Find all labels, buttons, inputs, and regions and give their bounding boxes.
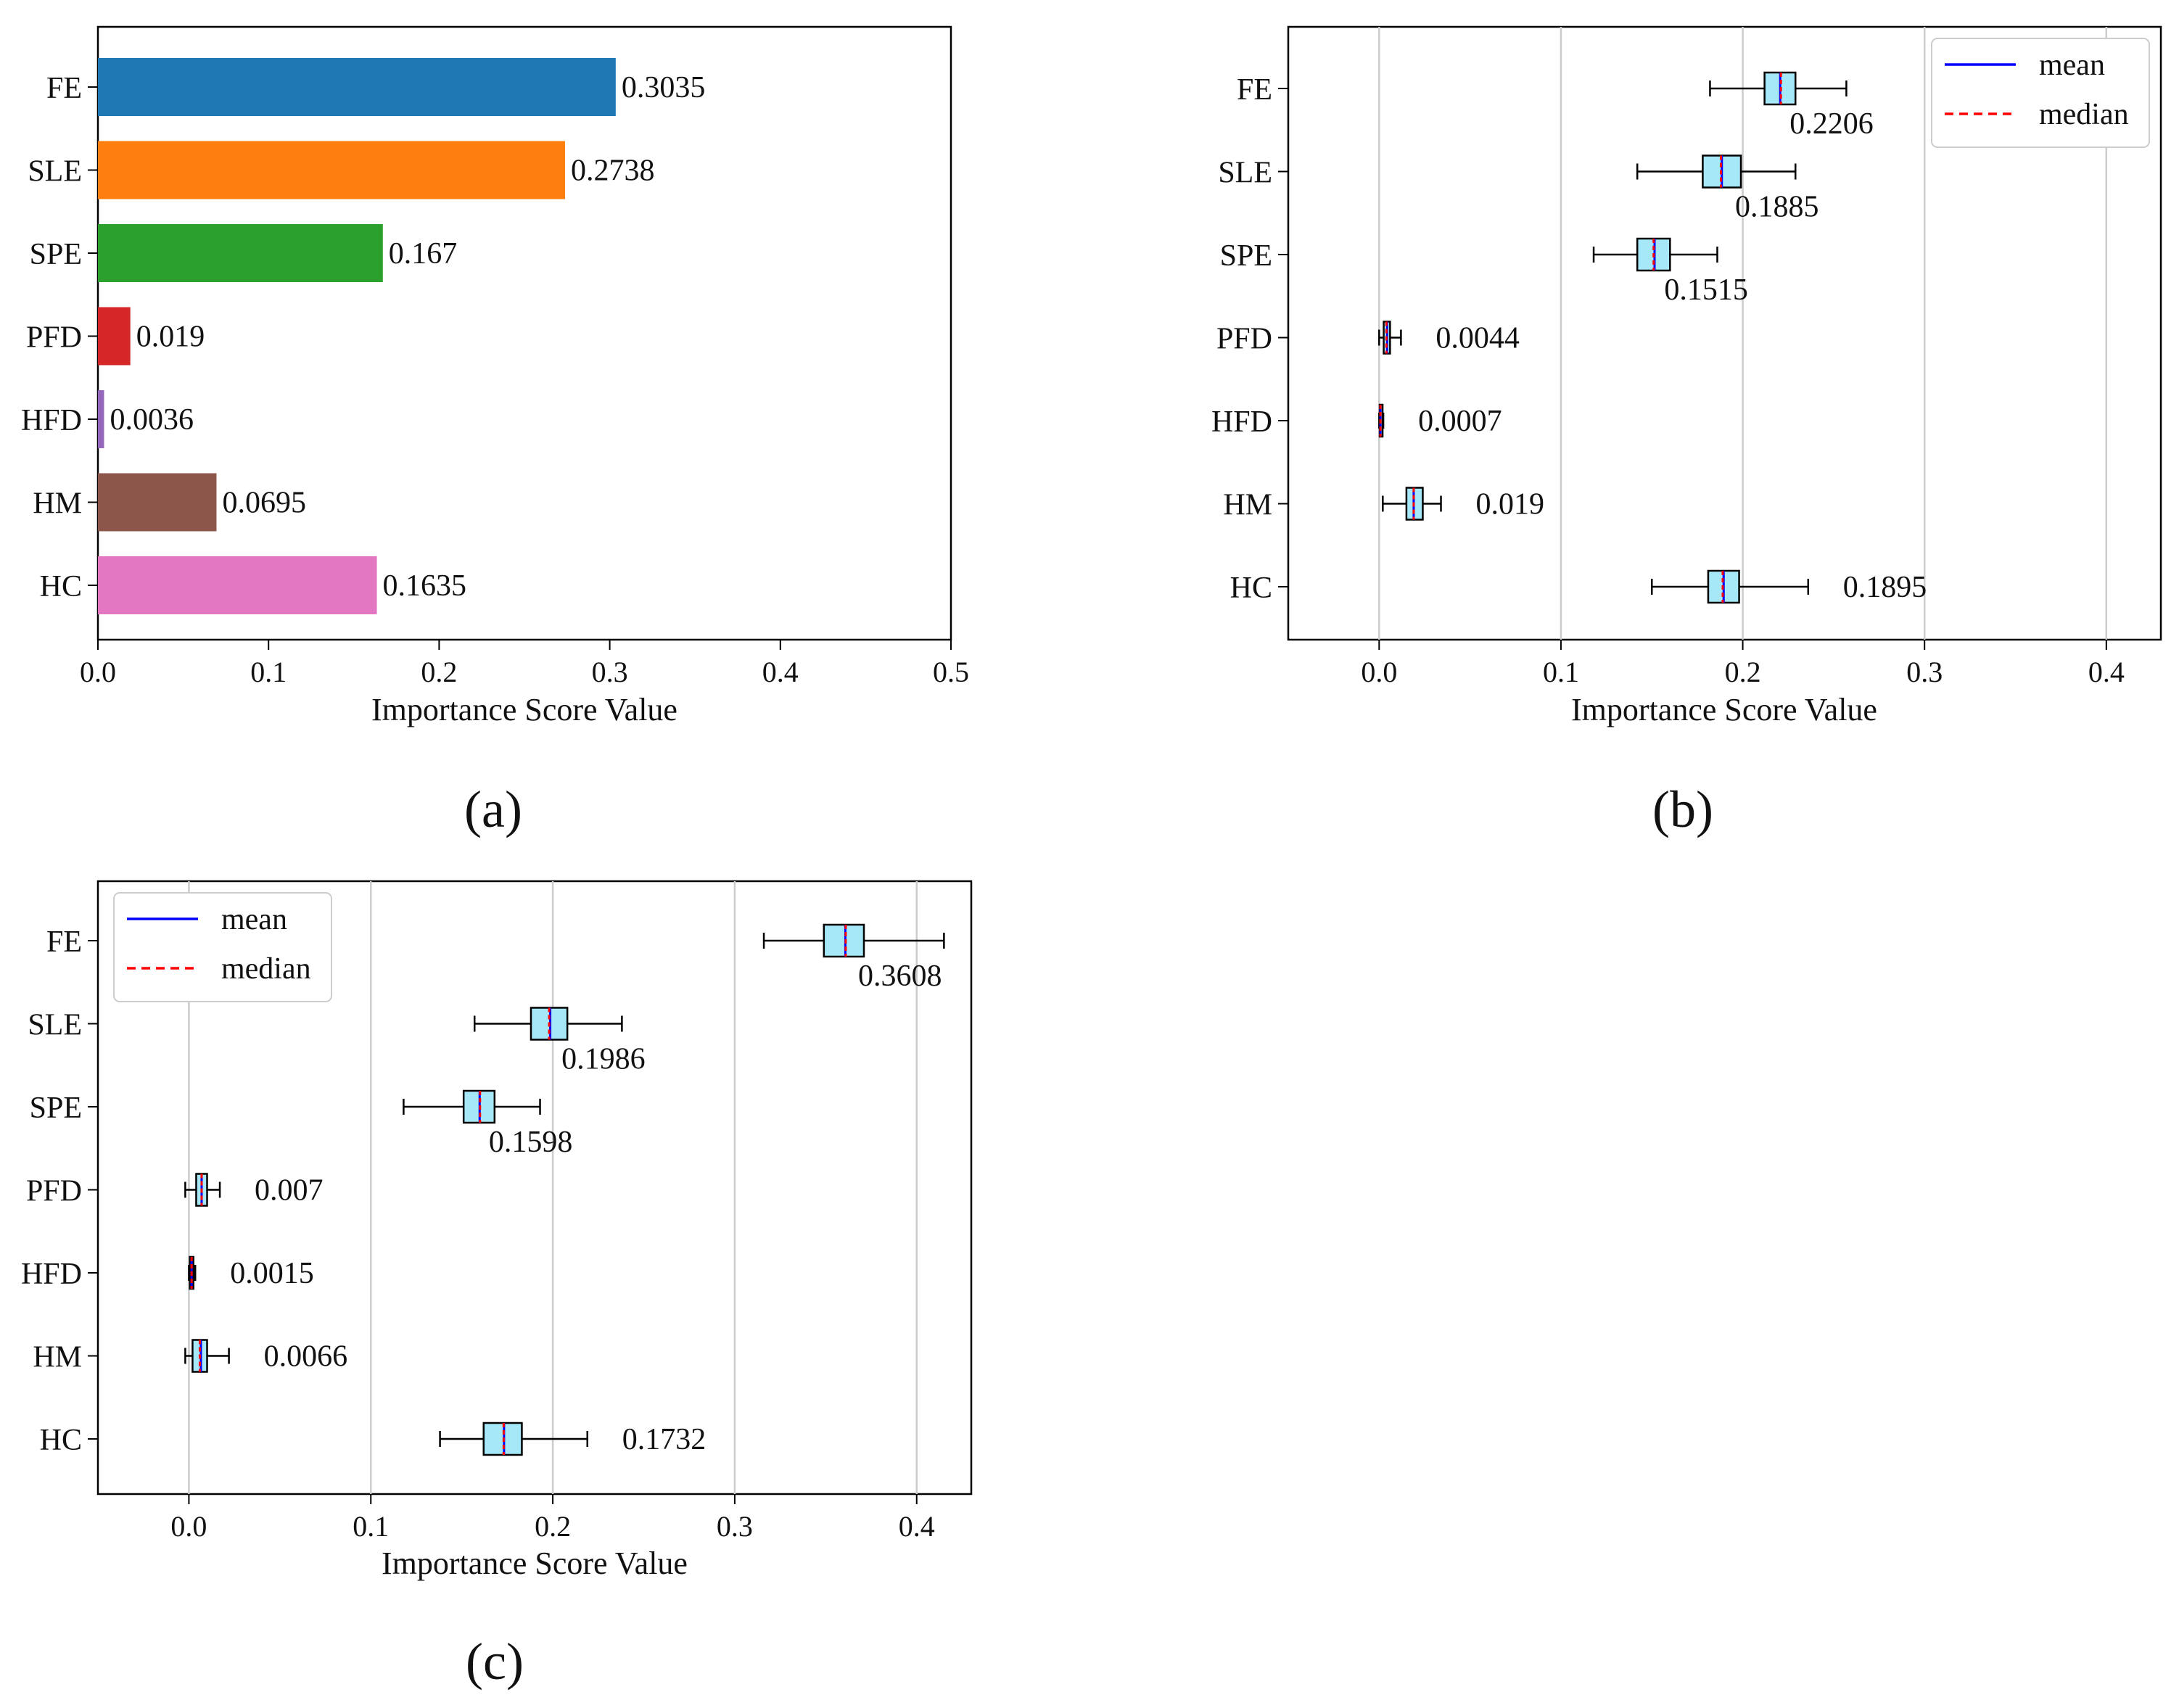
panel-b-marks: 0.0 0.1 0.2 0.3 0.4 FE SLE SPE PFD HFD HM HC 0.2206 0… [1211,27,2150,688]
panel-a-value-label-1: 0.2738 [571,154,655,188]
panel-b-category-label-3: PFD [1216,323,1272,356]
panel-a-bar-4 [98,390,104,448]
panel-b-frame [1287,25,2162,641]
panel-a-bar-1 [98,141,565,199]
panel-c-xtick-label-3: 0.3 [717,1510,753,1543]
panel-a-bar-2 [98,224,383,282]
panel-a-bar-5 [98,473,217,532]
panel-a-value-label-4: 0.0036 [110,403,194,437]
panel-b-category-label-2: SPE [1220,239,1272,273]
panel-c-value-label-4: 0.0015 [230,1257,314,1290]
panel-c-xtick-label-4: 0.4 [899,1510,935,1543]
panel-a-xtick-label-3: 0.3 [592,656,628,688]
panel-b-legend-median-label: median [2039,98,2129,131]
panel-c-xlabel: Importance Score Value [382,1546,688,1581]
panel-b-value-label-0: 0.2206 [1789,107,1874,141]
panel-b-xtick-label-0: 0.0 [1361,656,1397,688]
panel-a-category-label-1: SLE [28,155,82,189]
panel-c-category-label-3: PFD [26,1175,82,1208]
panel-a-category-label-6: HC [40,570,82,603]
panel-b-category-label-1: SLE [1218,157,1272,190]
panel-b: 0.0 0.1 0.2 0.3 0.4 FE SLE SPE PFD HFD HM HC 0.2206 0… [1211,25,2162,838]
panel-c-xtick-label-2: 0.2 [535,1510,571,1543]
panel-b-legend-mean-label: mean [2039,49,2105,82]
panel-c-value-label-2: 0.1598 [489,1126,573,1159]
panel-a-xtick-label-4: 0.4 [762,656,799,688]
panel-c-marks: 0.0 0.1 0.2 0.3 0.4 FE SLE SPE PFD HFD HM HC 0.3608 0… [21,881,945,1543]
panel-a-category-label-0: FE [46,72,82,105]
panel-b-value-label-3: 0.0044 [1435,322,1520,355]
panel-a-value-label-5: 0.0695 [222,487,306,520]
panel-a-value-label-6: 0.1635 [383,569,467,603]
panel-a-value-label-3: 0.019 [136,321,205,354]
panel-a-bar-3 [98,307,131,366]
panel-c-legend-median-label: median [221,952,311,986]
panel-a-value-label-2: 0.167 [389,237,458,271]
panel-a-category-label-4: HFD [21,404,82,437]
panel-b-category-label-6: HC [1230,572,1272,605]
panel-b-value-label-4: 0.0007 [1418,405,1502,438]
panel-a-xtick-label-2: 0.2 [421,656,457,688]
panel-c-category-label-4: HFD [21,1258,82,1291]
panel-a-value-label-0: 0.3035 [622,71,706,104]
panel-c-category-label-1: SLE [28,1009,82,1042]
panel-a: 0.0 0.1 0.2 0.3 0.4 0.5 FE SLE SPE PFD HFD HM HC 0.30… [21,25,969,838]
panel-c: 0.0 0.1 0.2 0.3 0.4 FE SLE SPE PFD HFD HM HC 0.3608 0… [21,880,973,1691]
panel-c-value-label-1: 0.1986 [561,1043,646,1076]
panel-b-xtick-label-1: 0.1 [1543,656,1579,688]
panel-b-value-label-5: 0.019 [1476,488,1544,521]
panel-c-value-label-5: 0.0066 [264,1340,348,1374]
panel-c-frame [96,880,973,1495]
panel-c-label: (c) [466,1633,524,1691]
panel-c-value-label-3: 0.007 [255,1174,324,1208]
panel-b-category-label-4: HFD [1211,405,1272,439]
panel-a-category-label-2: SPE [30,238,82,271]
panel-b-value-label-2: 0.1515 [1664,273,1748,307]
panel-a-xtick-label-1: 0.1 [250,656,287,688]
panel-c-category-label-2: SPE [30,1092,82,1125]
panel-b-xtick-label-2: 0.2 [1725,656,1761,688]
panel-c-value-label-0: 0.3608 [858,960,942,993]
panel-c-value-label-6: 0.1732 [622,1423,707,1456]
panel-b-xtick-label-3: 0.3 [1906,656,1943,688]
panel-a-category-label-3: PFD [26,321,82,355]
panel-a-xtick-label-5: 0.5 [933,656,969,688]
panel-c-category-label-6: HC [40,1424,82,1457]
panel-a-bar-6 [98,556,377,614]
panel-c-xtick-label-0: 0.0 [170,1510,207,1543]
panel-c-category-label-5: HM [33,1341,82,1374]
panel-b-xtick-label-4: 0.4 [2088,656,2125,688]
panel-b-label: (b) [1652,780,1713,838]
panel-a-xlabel: Importance Score Value [371,692,677,727]
panel-a-bar-0 [98,58,616,116]
panel-b-xlabel: Importance Score Value [1571,692,1877,727]
panel-c-legend-mean-label: mean [221,903,287,936]
panel-a-category-label-5: HM [33,487,82,521]
panel-b-value-label-6: 0.1895 [1843,571,1927,604]
panel-b-value-label-1: 0.1885 [1735,191,1819,224]
panel-c-box-0 [823,923,865,958]
panel-a-frame [96,25,952,641]
panel-a-xtick-label-0: 0.0 [80,656,116,688]
panel-c-category-label-0: FE [46,925,82,959]
panel-b-category-label-5: HM [1223,489,1272,522]
panel-b-category-label-0: FE [1237,73,1272,107]
panel-a-marks: 0.0 0.1 0.2 0.3 0.4 0.5 FE SLE SPE PFD HFD HM HC 0.30… [21,58,969,688]
panel-c-xtick-label-1: 0.1 [353,1510,389,1543]
panel-a-label: (a) [464,780,522,838]
